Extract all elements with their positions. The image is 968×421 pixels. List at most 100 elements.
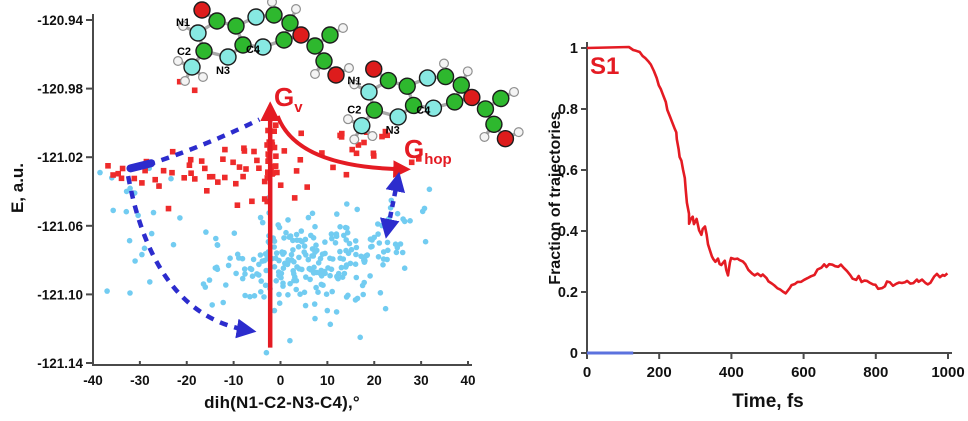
cyan-data-point — [363, 253, 369, 259]
cyan-data-point — [296, 266, 303, 272]
cyan-data-point — [261, 294, 267, 300]
cyan-data-point — [298, 228, 305, 234]
cyan-data-point — [342, 224, 349, 231]
red-data-point — [274, 169, 280, 176]
molecule-structure-1: N1 C2 N3 C4 — [172, 0, 355, 86]
left-y-tick-label: -120.94 — [37, 13, 83, 28]
atom-o — [327, 66, 345, 84]
cyan-data-point — [305, 214, 312, 221]
cyan-data-point — [392, 241, 399, 247]
red-data-point — [209, 173, 216, 180]
cyan-data-point — [313, 284, 319, 291]
cyan-data-point — [422, 238, 429, 245]
cyan-data-point — [311, 301, 318, 307]
atom-n — [353, 116, 371, 135]
ghop-annotation-sub: hop — [424, 151, 452, 169]
molecule-atom-label: N3 — [385, 124, 399, 136]
cyan-data-point — [385, 247, 391, 254]
red-data-point — [384, 132, 390, 139]
cyan-data-point — [384, 256, 390, 263]
atom-o — [463, 88, 481, 107]
atom-h — [367, 131, 378, 142]
cyan-data-point — [247, 265, 254, 272]
left-x-tick-label: 40 — [460, 373, 475, 388]
atom-h — [462, 66, 473, 77]
cyan-data-point — [321, 268, 328, 275]
atom-c — [281, 14, 299, 32]
cyan-data-point — [359, 282, 366, 289]
cyan-data-point — [110, 207, 116, 214]
right-y-tick-label: 0.2 — [558, 285, 578, 301]
atom-c — [234, 36, 252, 54]
cyan-data-point — [168, 175, 174, 182]
red-data-point — [343, 171, 350, 178]
cyan-data-point — [271, 307, 278, 314]
atom-n — [219, 48, 237, 66]
left-x-tick-label: 30 — [414, 373, 429, 388]
cyan-data-point — [357, 334, 364, 341]
ascend-dashed — [132, 117, 261, 172]
cyan-data-point — [346, 240, 353, 247]
right-y-tick-label: 0.4 — [558, 224, 578, 240]
atom-n — [183, 58, 201, 76]
atom-h — [172, 55, 184, 66]
cyan-data-point — [354, 206, 361, 213]
cyan-data-point — [375, 221, 381, 227]
red-data-point — [198, 158, 205, 164]
cyan-data-point — [141, 245, 148, 252]
cyan-data-point — [280, 265, 287, 272]
ghop-arrow — [275, 115, 411, 178]
red-data-point — [115, 170, 121, 177]
cyan-data-point — [213, 264, 220, 271]
red-data-point — [191, 87, 198, 94]
cyan-data-point — [285, 292, 291, 298]
red-data-point — [118, 175, 125, 182]
cyan-data-point — [200, 281, 207, 287]
cyan-data-point — [313, 242, 319, 248]
red-data-point — [131, 175, 138, 182]
cyan-data-point — [312, 223, 318, 230]
cyan-data-point — [241, 266, 248, 272]
red-data-point — [222, 146, 228, 153]
left-x-tick-label: 20 — [367, 373, 382, 388]
red-data-point — [264, 175, 271, 181]
cyan-data-point — [307, 276, 313, 283]
cyan-data-point — [262, 282, 269, 289]
cyan-data-point — [302, 302, 309, 309]
cyan-data-point — [97, 169, 103, 176]
cyan-data-point — [301, 289, 308, 296]
cyan-data-point — [306, 266, 313, 272]
molecule-atom-label: C2 — [347, 104, 361, 116]
red-data-point — [291, 195, 298, 201]
cyan-data-point — [209, 302, 215, 308]
cyan-data-point — [273, 250, 280, 256]
left-x-tick-label: -40 — [83, 373, 103, 388]
cyan-data-point — [328, 231, 335, 237]
cyan-data-point — [104, 288, 110, 294]
right-x-tick-label: 200 — [647, 364, 672, 381]
cyan-data-point — [231, 230, 238, 236]
cyan-data-point — [148, 230, 155, 237]
cyan-data-point — [301, 243, 308, 249]
cyan-data-point — [303, 274, 309, 280]
descend-dashed-arrow — [125, 175, 257, 339]
cyan-data-point — [328, 266, 335, 273]
atom-n — [389, 108, 407, 126]
atom-h — [310, 68, 321, 79]
cyan-data-point — [375, 253, 382, 260]
gv-annotation-main: G — [274, 82, 295, 112]
cyan-data-point — [127, 185, 133, 192]
cyan-data-point — [353, 244, 360, 251]
cyan-data-point — [233, 270, 239, 277]
red-squares-layer — [105, 78, 422, 212]
cyan-data-point — [255, 272, 262, 278]
molecule-atom-label: C4 — [416, 105, 431, 118]
cyan-data-point — [319, 251, 326, 257]
cyan-data-point — [379, 222, 385, 229]
left-x-tick-label: -30 — [130, 373, 150, 388]
cyan-data-point — [327, 321, 334, 328]
cyan-data-point — [407, 218, 413, 224]
cyan-data-point — [361, 259, 368, 266]
atom-h — [344, 62, 355, 73]
cyan-data-point — [384, 239, 391, 246]
